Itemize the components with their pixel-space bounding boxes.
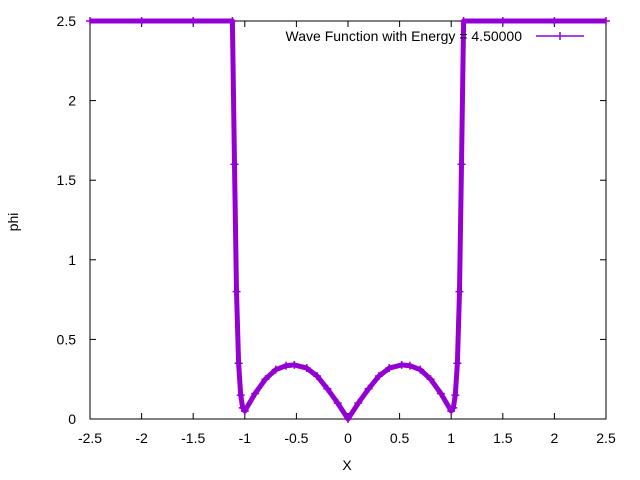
- data-point: [459, 17, 468, 25]
- y-tick-label: 2.5: [57, 13, 77, 29]
- x-tick-label: 1.5: [493, 430, 513, 446]
- data-point: [449, 403, 458, 412]
- x-tick-label: -1.5: [181, 430, 205, 446]
- y-tick-label: 0.5: [57, 331, 77, 347]
- y-axis-title: phi: [5, 213, 21, 232]
- x-tick-label: 1: [447, 430, 455, 446]
- data-point: [457, 160, 466, 169]
- data-point: [374, 372, 383, 381]
- series-group: [86, 17, 610, 423]
- data-point: [290, 360, 299, 369]
- data-point: [451, 391, 460, 400]
- data-point: [364, 384, 373, 393]
- x-axis-title: X: [342, 457, 352, 473]
- data-point: [416, 365, 425, 374]
- x-tick-label: 0.5: [390, 430, 410, 446]
- y-tick-label: 0: [68, 411, 76, 427]
- data-point: [271, 365, 280, 374]
- data-point: [236, 391, 245, 400]
- x-tick-label: -2.5: [78, 430, 102, 446]
- tick-labels-group: -2.5 -2 -1.5 -1 -0.5 0 0.5 1 1.5 2 2.5 0 0.5 1 1.5 2 2.5: [57, 13, 616, 446]
- ticks-group: [89, 20, 607, 420]
- data-point: [354, 399, 363, 408]
- data-point: [333, 399, 342, 408]
- data-point: [234, 359, 243, 368]
- data-point: [550, 17, 559, 25]
- data-point: [232, 287, 241, 296]
- data-point: [230, 160, 239, 169]
- legend: Wave Function with Energy = 4.50000: [286, 28, 584, 44]
- x-tick-label: 2.5: [596, 430, 616, 446]
- x-tick-label: -0.5: [284, 430, 308, 446]
- series-line: [90, 18, 606, 422]
- legend-label: Wave Function with Energy = 4.50000: [286, 28, 523, 44]
- data-point: [436, 389, 445, 398]
- data-point: [385, 364, 394, 373]
- data-point: [282, 361, 291, 370]
- data-point: [323, 384, 332, 393]
- data-point: [137, 17, 146, 25]
- data-point: [455, 287, 464, 296]
- x-tick-label: 0: [344, 430, 352, 446]
- x-tick-label: -1: [239, 430, 252, 446]
- data-point: [189, 17, 198, 25]
- data-point: [453, 359, 462, 368]
- data-point: [602, 17, 610, 25]
- data-point: [397, 360, 406, 369]
- data-point: [228, 17, 237, 25]
- data-point: [261, 375, 270, 384]
- y-tick-label: 1: [68, 252, 76, 268]
- data-point: [498, 17, 507, 25]
- y-tick-label: 1.5: [57, 172, 77, 188]
- plot-frame: [89, 20, 607, 420]
- y-tick-label: 2: [68, 93, 76, 109]
- data-point: [302, 364, 311, 373]
- data-point: [251, 389, 260, 398]
- data-point: [344, 415, 352, 423]
- data-point: [313, 372, 322, 381]
- data-point: [426, 375, 435, 384]
- data-point: [240, 407, 249, 416]
- x-tick-label: 2: [551, 430, 559, 446]
- data-point: [86, 17, 94, 25]
- data-point: [405, 361, 414, 370]
- x-tick-label: -2: [135, 430, 148, 446]
